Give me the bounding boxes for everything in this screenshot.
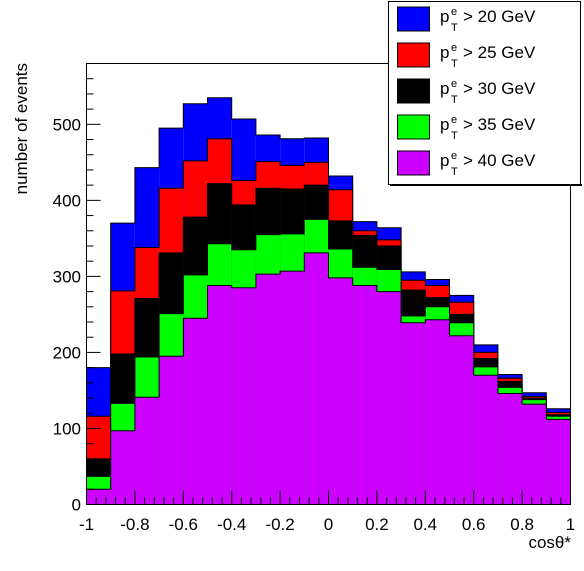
bar-series-4-bin-0 <box>86 489 111 505</box>
y-tick-label: 500 <box>53 115 81 134</box>
legend-shadow <box>390 184 582 186</box>
bar-series-4-bin-15 <box>449 335 474 505</box>
bar-series-4-bin-7 <box>255 274 281 505</box>
x-tick-label: 0.8 <box>510 515 534 534</box>
legend-symbol-p: p <box>440 7 449 26</box>
legend-symbol-sup: e <box>451 42 457 54</box>
bar-series-4-bin-16 <box>473 375 498 505</box>
y-axis-label: number of events <box>12 63 31 194</box>
legend-symbol-sub: T <box>451 166 458 178</box>
y-axis-ticks: 0 100 200 300 400 500 <box>53 78 101 515</box>
legend-symbol-sup: e <box>451 150 457 162</box>
x-tick-label: 0.2 <box>365 515 389 534</box>
legend-label-1: > 25 GeV <box>463 43 536 62</box>
legend-swatch-4 <box>397 150 430 176</box>
bar-series-4-bin-10 <box>328 277 353 505</box>
y-tick-label: 200 <box>53 343 81 362</box>
bar-series-4-bin-1 <box>110 430 135 505</box>
x-tick-label: -0.2 <box>265 515 294 534</box>
y-tick-label: 400 <box>53 191 81 210</box>
x-tick-label: 0.4 <box>413 515 437 534</box>
x-tick-label: 0.6 <box>462 515 486 534</box>
histogram-series <box>86 97 571 505</box>
bar-series-4-bin-14 <box>425 319 450 505</box>
legend-label-0: > 20 GeV <box>463 7 536 26</box>
bar-series-4-bin-4 <box>183 318 208 505</box>
bar-series-4-bin-3 <box>159 356 184 505</box>
x-tick-label: -0.6 <box>169 515 198 534</box>
legend-swatch-3 <box>397 114 430 140</box>
legend-symbol-sub: T <box>451 58 458 70</box>
legend-label-4: > 40 GeV <box>463 151 536 170</box>
legend-symbol-sub: T <box>451 22 458 34</box>
legend-symbol-sup: e <box>451 114 457 126</box>
legend-symbol-sup: e <box>451 78 457 90</box>
bar-series-4-bin-18 <box>522 404 547 505</box>
bar-series-4-bin-13 <box>401 322 426 505</box>
bar-series-4-bin-9 <box>304 252 329 505</box>
legend-symbol-sup: e <box>451 6 457 18</box>
bar-series-4-bin-19 <box>546 419 571 505</box>
legend-symbol-p: p <box>440 115 449 134</box>
x-tick-label: -0.8 <box>120 515 149 534</box>
y-tick-label: 300 <box>53 267 81 286</box>
series-outline-3 <box>86 218 571 505</box>
legend-label-2: > 30 GeV <box>463 79 536 98</box>
bar-series-4-bin-6 <box>231 287 256 505</box>
x-tick-label: -0.4 <box>217 515 246 534</box>
series-outline-4 <box>86 252 571 505</box>
x-tick-label: 0 <box>324 515 333 534</box>
legend-swatch-1 <box>397 42 430 68</box>
series-outline-1 <box>86 138 571 505</box>
legend-symbol-p: p <box>440 151 449 170</box>
x-tick-label: -1 <box>79 515 94 534</box>
legend-swatch-2 <box>397 78 430 104</box>
y-tick-label: 100 <box>53 419 81 438</box>
bar-series-4-bin-8 <box>280 271 305 505</box>
legend-swatch-0 <box>397 6 430 32</box>
bar-series-4-bin-12 <box>376 291 402 505</box>
series-outline-0 <box>86 97 571 505</box>
y-tick-label: 0 <box>72 496 81 515</box>
legend-symbol-p: p <box>440 43 449 62</box>
x-axis-ticks: -1 -0.8 -0.6 -0.4 -0.2 0 0.2 0.4 0.6 0.8 1 <box>79 490 575 534</box>
series-outline-2 <box>86 183 571 505</box>
x-axis-label: cosθ* <box>528 533 571 552</box>
legend-symbol-sub: T <box>451 94 458 106</box>
legend-label-3: > 35 GeV <box>463 115 536 134</box>
bar-series-4-bin-5 <box>207 285 232 505</box>
bar-series-4-bin-2 <box>134 397 160 505</box>
x-tick-label: 1 <box>566 515 575 534</box>
bar-series-4-bin-17 <box>497 393 523 505</box>
bar-series-4-bin-11 <box>352 285 377 505</box>
legend-symbol-sub: T <box>451 130 458 142</box>
legend-symbol-p: p <box>440 79 449 98</box>
